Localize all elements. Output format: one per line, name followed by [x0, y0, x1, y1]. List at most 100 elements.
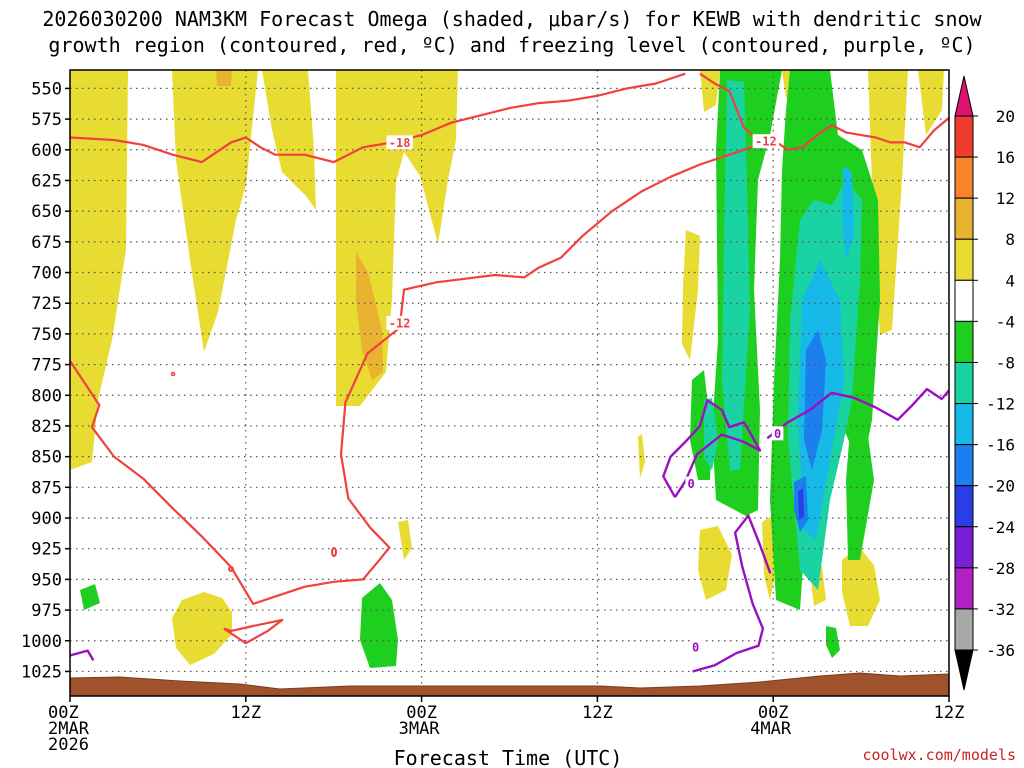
- freezing-contour-b: [766, 387, 949, 440]
- y-tick-label-950: 950: [31, 570, 62, 590]
- colorbar-label-13: -32: [986, 600, 1015, 619]
- omega-region-31: [842, 166, 854, 260]
- omega-shading-layer: [70, 70, 944, 668]
- y-tick-label-900: 900: [31, 509, 62, 529]
- omega-region-6: [216, 70, 232, 86]
- dgz-contour-label-3: -12: [755, 135, 777, 149]
- colorbar-label-12: -28: [986, 559, 1015, 578]
- y-tick-label-1025: 1025: [21, 662, 62, 682]
- y-tick-label-650: 650: [31, 202, 62, 222]
- colorbar-label-6: -4: [996, 312, 1015, 331]
- freezing-contour-a: [692, 514, 772, 673]
- colorbar-label-1: 20: [996, 107, 1015, 126]
- y-tick-label-550: 550: [31, 79, 62, 99]
- x-tick-label-36-line-1: 12Z: [582, 703, 613, 723]
- omega-region-3: [262, 70, 316, 210]
- x-tick-label-24-line-2: 3MAR: [399, 719, 441, 739]
- omega-region-28: [704, 398, 718, 470]
- omega-region-15: [918, 70, 944, 135]
- dgz-contour-label-2-bg: [386, 315, 413, 330]
- omega-region-21: [360, 583, 398, 668]
- freezing-contour-label-2: 0: [774, 427, 781, 441]
- freezing-contour-label-2-bg: [771, 426, 784, 441]
- colorbar-bin-6: [954, 320, 974, 363]
- colorbar-bin-3: [954, 197, 974, 240]
- x-tick-label-0-line-2: 2MAR: [48, 719, 90, 739]
- y-tick-label-975: 975: [31, 601, 62, 621]
- colorbar-bin-7: [954, 361, 974, 405]
- dgz-contour-label-3-bg: [752, 134, 780, 149]
- colorbar-label-11: -24: [986, 518, 1015, 537]
- x-tick-label-48-line-1: 00Z: [758, 703, 789, 723]
- terrain-layer: [70, 672, 949, 696]
- omega-region-9: [638, 434, 645, 478]
- colorbar-bin-8: [954, 403, 974, 446]
- gridlines: [70, 70, 949, 696]
- omega-region-22: [826, 626, 840, 658]
- omega-region-20: [80, 584, 100, 610]
- y-tick-label-775: 775: [31, 356, 62, 376]
- x-axis-label: Forecast Time (UTC): [394, 746, 623, 768]
- y-tick-label-575: 575: [31, 110, 62, 130]
- freezing-contour-d: [70, 649, 95, 662]
- y-tick-label-625: 625: [31, 171, 62, 191]
- y-tick-label-800: 800: [31, 386, 62, 406]
- freezing-contour-label-1: 0: [688, 477, 695, 491]
- colorbar-bin-11: [954, 526, 974, 569]
- omega-region-27: [722, 80, 750, 470]
- colorbar-bin-4: [954, 238, 974, 281]
- omega-region-7: [172, 592, 232, 665]
- colorbar: 20 16 12 8 4 -4 -8 -12 -16 -20 -24 -28 -32 -36: [954, 75, 1015, 691]
- dgz-contour-dot-3: [170, 371, 176, 377]
- x-tick-label-60-line-1: 12Z: [934, 703, 965, 723]
- colorbar-bottom-triangle: [954, 649, 974, 691]
- omega-region-26: [846, 430, 874, 560]
- x-tick-label-0-line-3: 2026: [48, 735, 89, 755]
- dgz-contour-dot-1: [331, 547, 337, 557]
- colorbar-bin-10: [954, 485, 974, 528]
- dgz-contour-loop: [223, 618, 284, 645]
- plot-area: -18 -12 -12 0 0 0: [70, 70, 949, 696]
- omega-region-11: [700, 70, 720, 112]
- dgz-contour-label-1-bg: [386, 135, 413, 150]
- y-tick-label-925: 925: [31, 540, 62, 560]
- colorbar-label-14: -36: [986, 641, 1015, 660]
- x-tick-label-24-line-1: 00Z: [406, 703, 437, 723]
- colorbar-label-9: -16: [986, 436, 1015, 455]
- omega-region-10: [682, 230, 700, 360]
- colorbar-bin-1: [954, 115, 974, 158]
- colorbar-label-7: -8: [996, 353, 1015, 372]
- dgz-contour-label-1: -18: [389, 136, 411, 150]
- y-tick-label-825: 825: [31, 417, 62, 437]
- colorbar-bin-13: [954, 608, 974, 651]
- terrain-fill: [70, 672, 949, 696]
- freezing-contour-label-3: 0: [692, 640, 699, 654]
- y-tick-label-850: 850: [31, 448, 62, 468]
- y-tick-label-675: 675: [31, 233, 62, 253]
- dgz-contour-label-2: -12: [389, 316, 411, 330]
- y-tick-label-725: 725: [31, 294, 62, 314]
- y-tick-label-875: 875: [31, 478, 62, 498]
- chart-title-line-2: growth region (contoured, red, ºC) and f…: [48, 33, 975, 57]
- freezing-contour-label-3-bg: [689, 639, 702, 654]
- colorbar-label-8: -12: [986, 395, 1015, 414]
- x-tick-label-48-line-2: 4MAR: [750, 719, 792, 739]
- y-tick-label-600: 600: [31, 141, 62, 161]
- omega-region-4: [336, 70, 458, 406]
- colorbar-label-5: 4: [1005, 271, 1015, 290]
- y-tick-label-700: 700: [31, 264, 62, 284]
- plot-frame: [69, 69, 950, 697]
- dgz-contour-upper-east: [699, 72, 949, 151]
- colorbar-bin-2: [954, 156, 974, 199]
- freezing-contour-label-1-bg: [685, 476, 697, 491]
- colorbar-label-3: 12: [996, 189, 1015, 208]
- omega-region-34: [798, 488, 804, 520]
- omega-region-1: [70, 70, 128, 470]
- colorbar-bin-9: [954, 444, 974, 487]
- colorbar-label-4: 8: [1005, 230, 1015, 249]
- dgz-contour-dot-2: [228, 566, 234, 572]
- omega-region-2: [142, 70, 258, 352]
- y-tick-label-1000: 1000: [21, 632, 62, 652]
